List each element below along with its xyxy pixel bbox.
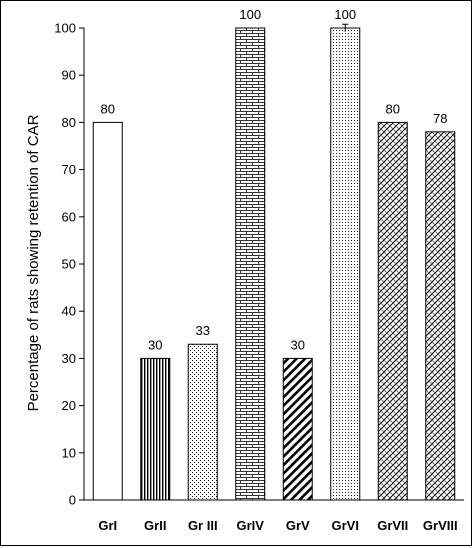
data-label: 80 — [386, 101, 400, 116]
bar — [187, 343, 218, 501]
data-label: 100 — [334, 7, 356, 22]
bars: 80 30 33 100 30 100 80 78 — [92, 7, 456, 501]
x-tick-label: GrIV — [237, 518, 265, 533]
x-axis: GrI GrII Gr III GrIV GrV GrVI GrVII GrVIII — [98, 518, 457, 533]
y-tick-label: 0 — [69, 493, 76, 508]
y-tick-label: 50 — [62, 257, 76, 272]
y-tick-label: 80 — [62, 115, 76, 130]
y-tick-label: 20 — [62, 398, 76, 413]
bar — [140, 357, 171, 501]
y-axis-title: Percentage of rats showing retention of … — [25, 114, 42, 411]
y-tick-label: 60 — [62, 209, 76, 224]
y-tick-label: 100 — [54, 21, 76, 36]
bar — [92, 121, 123, 501]
y-tick-label: 70 — [62, 162, 76, 177]
data-label: 100 — [239, 7, 261, 22]
data-label: 78 — [433, 111, 447, 126]
x-tick-label: GrV — [286, 518, 310, 533]
bar — [425, 131, 456, 501]
y-axis: 0 10 20 30 40 50 60 70 80 90 100 — [54, 21, 84, 508]
y-tick-label: 10 — [62, 445, 76, 460]
y-tick-label: 40 — [62, 304, 76, 319]
axis-lines — [83, 28, 464, 501]
y-tick-label: 90 — [62, 68, 76, 83]
data-label: 33 — [196, 323, 210, 338]
x-tick-label: GrVII — [377, 518, 408, 533]
y-tick-label: 30 — [62, 351, 76, 366]
data-label: 80 — [101, 101, 115, 116]
bar — [282, 357, 313, 501]
bar — [377, 121, 408, 501]
bar — [330, 27, 361, 501]
x-tick-label: Gr III — [188, 518, 218, 533]
data-label: 30 — [148, 337, 162, 352]
x-tick-label: GrVI — [332, 518, 359, 533]
bar — [235, 27, 266, 501]
x-tick-label: GrI — [98, 518, 117, 533]
x-tick-label: GrII — [144, 518, 166, 533]
data-label: 30 — [291, 337, 305, 352]
x-tick-label: GrVIII — [423, 518, 458, 533]
